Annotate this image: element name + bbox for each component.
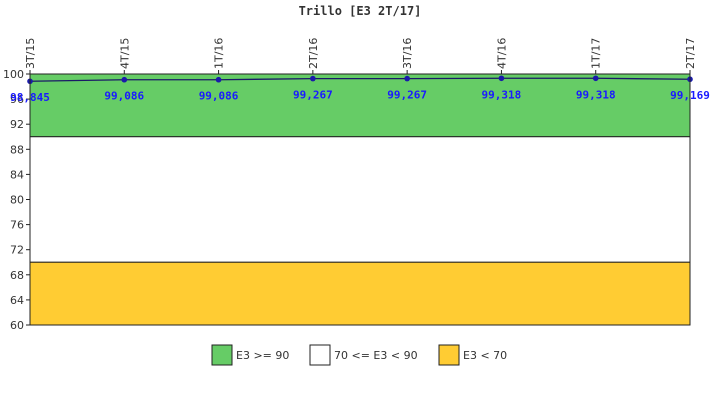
x-tick-label: 3T/16 — [401, 38, 414, 69]
x-axis: 3T/15 4T/15 1T/16 2T/16 3T/16 4T/16 1T/17 2T/17 — [24, 38, 697, 74]
data-label: 99,086 — [104, 90, 144, 103]
legend-swatch — [309, 344, 331, 366]
x-tick-label: 1T/16 — [213, 38, 226, 69]
x-tick-label: 1T/17 — [590, 38, 603, 69]
legend-label: E3 < 70 — [463, 349, 507, 362]
y-tick-label: 96 — [10, 93, 24, 106]
legend-swatch — [438, 344, 460, 366]
y-tick-label: 76 — [10, 219, 24, 232]
x-tick-label: 2T/16 — [307, 38, 320, 69]
legend-label: 70 <= E3 < 90 — [334, 349, 418, 362]
plot-frame — [29, 73, 691, 326]
chart-title: Trillo [E3 2T/17] — [299, 4, 422, 18]
legend-label: E3 >= 90 — [236, 349, 289, 362]
data-label: 99,267 — [293, 89, 333, 102]
y-tick-label: 64 — [10, 294, 24, 307]
y-tick-label: 80 — [10, 194, 24, 207]
y-axis: 60 64 68 72 76 80 84 88 92 96 100 — [3, 68, 30, 332]
data-point — [121, 76, 128, 83]
data-point — [498, 75, 505, 82]
legend-swatch — [211, 344, 233, 366]
band-0 — [29, 73, 691, 138]
y-tick-label: 84 — [10, 168, 24, 181]
x-tick-label: 3T/15 — [24, 38, 37, 69]
data-label: 99,318 — [482, 88, 522, 101]
x-tick-label: 2T/17 — [684, 38, 697, 69]
x-tick-label: 4T/16 — [495, 38, 508, 69]
data-point — [310, 75, 316, 82]
threshold-bands — [29, 73, 691, 326]
data-point — [215, 76, 222, 83]
data-label: 99,318 — [576, 88, 616, 101]
data-label: 99,267 — [387, 89, 427, 102]
band-2 — [29, 261, 691, 326]
data-label: 99,086 — [199, 90, 239, 103]
data-point — [404, 75, 410, 82]
y-tick-label: 60 — [10, 319, 24, 332]
y-tick-label: 72 — [10, 244, 24, 257]
series-line — [29, 77, 691, 82]
y-tick-label: 88 — [10, 143, 24, 156]
y-tick-label: 100 — [3, 68, 24, 81]
band-1 — [29, 136, 691, 263]
legend: E3 >= 90 70 <= E3 < 90 E3 < 70 — [211, 344, 507, 366]
y-tick-label: 92 — [10, 118, 24, 131]
y-tick-label: 68 — [10, 269, 24, 282]
data-point — [592, 75, 599, 82]
x-tick-label: 4T/15 — [118, 38, 131, 69]
